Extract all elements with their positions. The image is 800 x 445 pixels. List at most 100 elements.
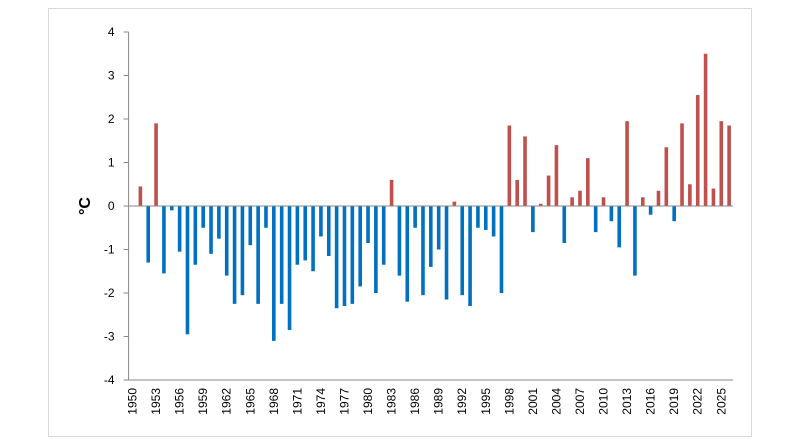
x-tick-label: 2010 [597,388,611,415]
bar [162,206,166,274]
bar [648,206,653,215]
x-tick-label: 1962 [220,388,234,415]
bar [640,197,645,206]
x-tick-label: 1983 [385,388,399,415]
bar [719,121,724,206]
y-tick-label: 1 [108,156,115,170]
y-tick-label: -2 [104,286,115,300]
x-tick-label: 2001 [526,388,540,415]
bar [507,125,512,206]
bar [374,206,378,293]
bar [727,125,731,206]
bar [664,147,669,206]
y-tick-label: 2 [108,112,115,126]
x-tick-label: 1968 [267,388,281,415]
bar [476,206,480,228]
bar [287,206,292,330]
x-tick-label: 2025 [714,388,728,415]
bar [209,206,213,254]
x-tick-label: 2016 [644,388,658,415]
bar [695,95,700,206]
bar [279,206,284,304]
bar [272,206,276,341]
x-tick-label: 2013 [620,388,634,415]
bar [264,206,268,228]
x-tick-label: 1971 [290,388,304,415]
bar [703,53,708,206]
bar [169,206,174,211]
x-tick-label: 2019 [667,388,681,415]
bar [483,206,488,230]
bar [578,190,582,206]
bar [319,206,323,237]
x-tick-label: 1998 [502,388,516,415]
x-tick-label: 1980 [361,388,375,415]
bar [538,203,543,206]
bar [405,206,410,302]
bar [256,206,260,304]
y-tick-label: -4 [104,373,115,387]
x-tick-label: 1977 [337,388,351,415]
y-tick-label: 0 [108,199,115,213]
y-tick-label: 4 [108,25,115,39]
x-tick-label: 1959 [196,388,210,415]
x-tick-label: 1986 [408,388,422,415]
bar [146,206,151,263]
bar [468,206,472,307]
bar [609,206,614,222]
x-tick-label: 1950 [126,388,140,415]
x-tick-label: 1995 [479,388,493,415]
y-tick-label: -3 [104,330,115,344]
bar [601,197,606,206]
bar [452,201,457,206]
x-tick-label: 2022 [691,388,705,415]
bar [381,206,386,265]
x-tick-label: 2007 [573,388,587,415]
bar [248,206,253,246]
bar [460,206,465,296]
bar [311,206,315,272]
bar [562,206,567,243]
y-tick-label: 3 [108,69,115,83]
bar [413,206,417,228]
bar [586,158,590,206]
bar [499,206,504,293]
x-tick-label: 1974 [314,388,328,415]
x-tick-label: 1953 [149,388,163,415]
bar [397,206,402,276]
bar [672,206,676,222]
bar [633,206,637,276]
bar [154,123,158,206]
bar [625,121,629,206]
bar [554,145,559,206]
bar [217,206,221,239]
y-axis-label: °C [77,197,94,215]
bar [326,206,331,257]
bar [688,184,692,206]
bar [193,206,198,265]
bar [429,206,433,267]
bar [593,206,598,233]
x-tick-label: 1956 [173,388,187,415]
bar [303,206,308,261]
bar [350,206,355,304]
bar [358,206,362,287]
x-tick-label: 1965 [243,388,257,415]
bar [334,206,339,309]
bar [444,206,449,300]
bar [177,206,182,252]
y-tick-label: -1 [104,243,115,257]
bar [570,197,574,206]
x-tick-label: 2004 [549,388,563,415]
bar [617,206,622,248]
bar [232,206,237,304]
bar [240,206,245,296]
bar [185,206,190,335]
bar [342,206,347,307]
bar [680,123,684,206]
bar [656,190,661,206]
bar [711,188,716,206]
x-tick-label: 1989 [432,388,446,415]
bar [531,206,535,233]
